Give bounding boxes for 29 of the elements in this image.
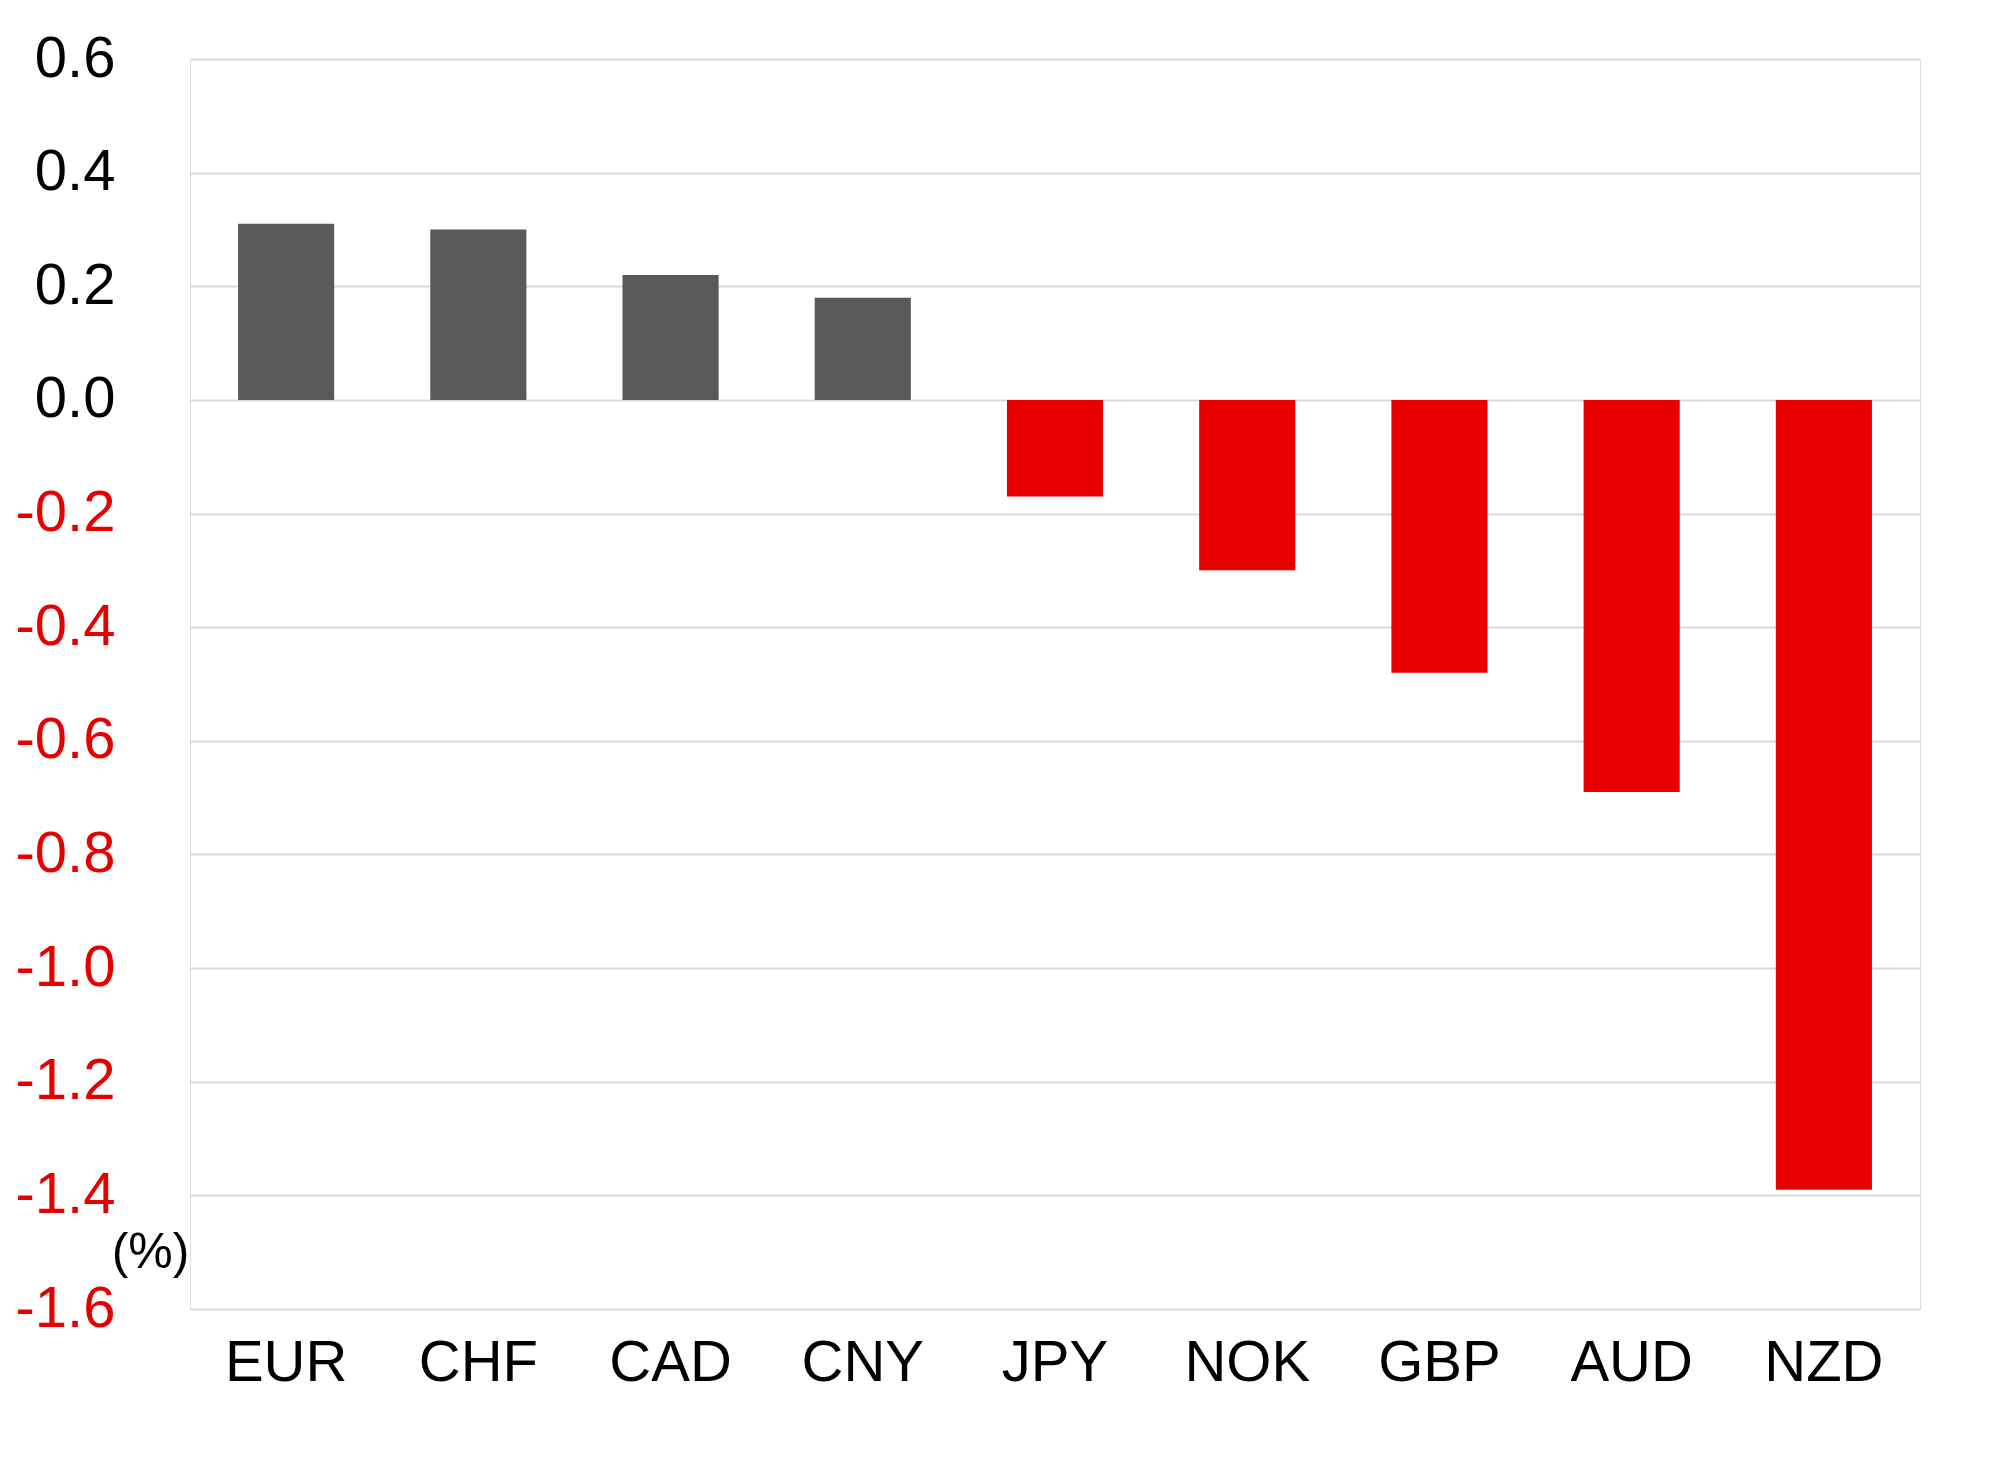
x-tick-label: JPY [1001, 1327, 1109, 1393]
x-tick-label: NZD [1764, 1327, 1884, 1393]
x-tick-label: NOK [1184, 1327, 1311, 1393]
y-tick-label: 0.2 [34, 250, 116, 316]
y-tick-label: -1.0 [15, 932, 116, 998]
x-tick-label: CAD [609, 1327, 732, 1393]
y-tick-label: -0.6 [15, 705, 116, 771]
y-tick-label: 0.6 [34, 23, 116, 89]
x-tick-label: CNY [801, 1327, 925, 1393]
x-tick-label: EUR [224, 1327, 348, 1393]
y-tick-label: -0.8 [15, 818, 116, 884]
y-tick-label: -0.4 [15, 591, 116, 657]
bar [1583, 399, 1680, 792]
y-tick-label: -1.2 [15, 1046, 116, 1112]
x-tick-label: GBP [1378, 1327, 1501, 1393]
bar [1006, 399, 1104, 497]
bar [814, 297, 911, 400]
bar [1775, 399, 1872, 1190]
x-tick-label: AUD [1570, 1327, 1693, 1393]
y-tick-label: 0.0 [34, 364, 116, 430]
x-tick-label: CHF [418, 1327, 538, 1393]
bar [1391, 399, 1488, 673]
bar [238, 223, 335, 400]
y-tick-label: -0.2 [15, 478, 116, 544]
y-tick-label: -1.4 [15, 1159, 116, 1225]
bar [430, 229, 527, 400]
bar [622, 274, 719, 400]
y-tick-label: 0.4 [34, 137, 116, 203]
bar [1199, 399, 1296, 571]
